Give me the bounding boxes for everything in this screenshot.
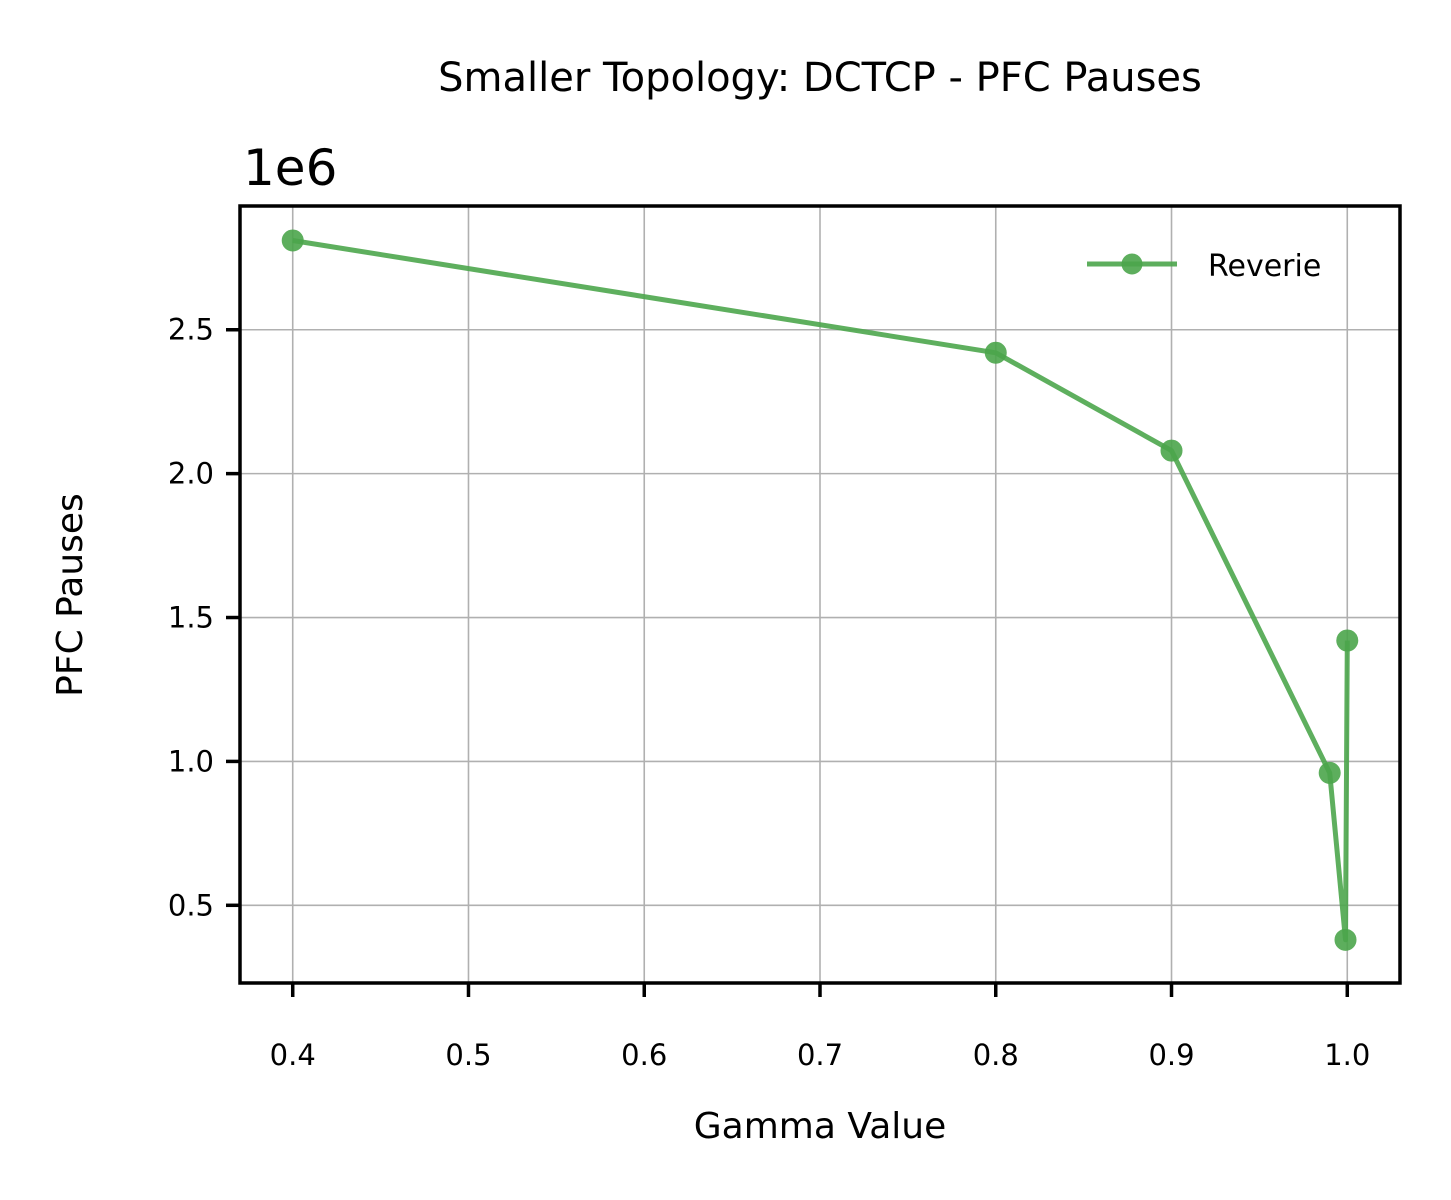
legend-marker [1121, 253, 1143, 275]
series-layer [281, 229, 1359, 951]
x-tick-label: 1.0 [1324, 1038, 1370, 1072]
y-offset-label: 1e6 [243, 139, 337, 197]
x-axis-label: Gamma Value [694, 1106, 946, 1147]
x-axis-ticks: 0.4 0.5 0.6 0.7 0.8 0.9 1.0 [270, 983, 1370, 1072]
data-point [1318, 761, 1341, 784]
data-point [1336, 629, 1359, 652]
data-point [281, 229, 304, 252]
grid-lines [240, 206, 1400, 983]
y-tick-label: 0.5 [168, 888, 214, 922]
x-tick-label: 0.8 [973, 1038, 1019, 1072]
data-point [1160, 439, 1183, 462]
x-tick-label: 0.6 [621, 1038, 667, 1072]
data-point [984, 341, 1007, 364]
y-tick-label: 1.0 [168, 744, 214, 778]
y-axis-label: PFC Pauses [50, 493, 91, 697]
chart-title: Smaller Topology: DCTCP - PFC Pauses [438, 55, 1202, 101]
y-tick-label: 2.5 [168, 313, 214, 347]
x-tick-label: 0.7 [797, 1038, 843, 1072]
y-tick-label: 2.0 [168, 457, 214, 491]
x-tick-label: 0.5 [445, 1038, 491, 1072]
legend: Reverie [1087, 249, 1321, 284]
x-tick-label: 0.4 [270, 1038, 316, 1072]
series-line-reverie [292, 238, 1350, 943]
data-point [1334, 928, 1357, 951]
y-tick-label: 1.5 [168, 601, 214, 635]
x-tick-label: 0.9 [1148, 1038, 1194, 1072]
y-axis-ticks: 0.5 1.0 1.5 2.0 2.5 [168, 313, 240, 922]
legend-label: Reverie [1208, 249, 1321, 284]
